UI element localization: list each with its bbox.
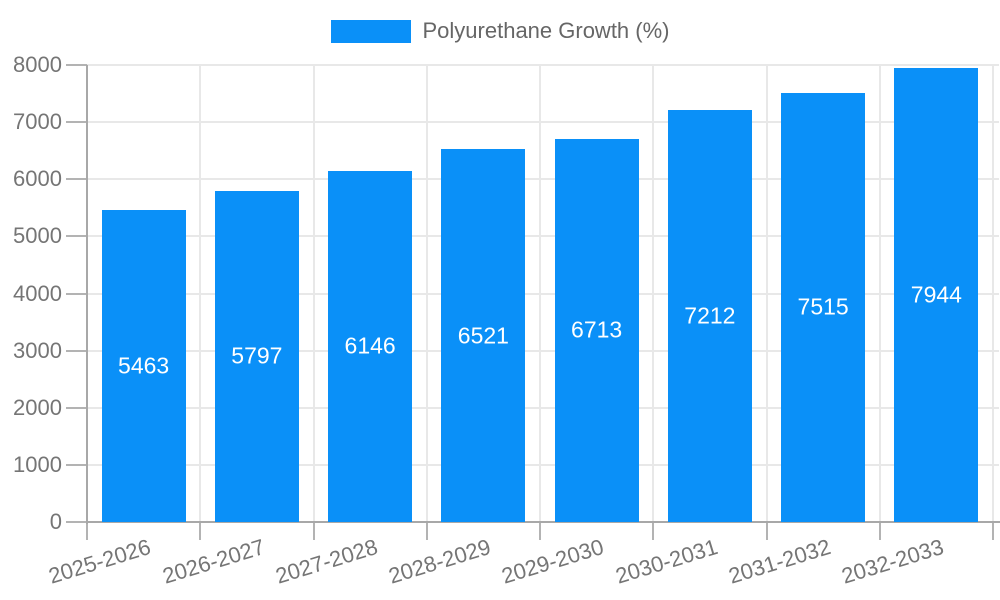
y-axis-tick — [66, 64, 87, 66]
y-axis-tick — [66, 235, 87, 238]
bar-2030-2031 — [667, 110, 752, 522]
y-axis-tick — [66, 121, 87, 124]
x-axis-tick — [539, 522, 541, 540]
x-axis-tick — [765, 522, 768, 540]
bar-2025-2026 — [101, 209, 186, 522]
x-tick-label: 2031-2032 — [725, 534, 834, 589]
y-axis-tick — [66, 349, 87, 352]
y-axis-tick — [66, 178, 87, 181]
y-tick-label: 7000 — [13, 109, 62, 135]
y-tick-label: 6000 — [13, 166, 62, 192]
y-gridline — [87, 463, 999, 466]
x-tick-label: 2029-2030 — [499, 534, 607, 589]
y-tick-label: 2000 — [13, 394, 62, 420]
x-tick-label: 2028-2029 — [385, 534, 494, 589]
bar-2026-2027 — [214, 190, 299, 522]
bar-2031-2032 — [781, 92, 866, 522]
y-gridline — [87, 178, 999, 181]
x-gridline — [199, 65, 202, 522]
bar-value-label: 5797 — [231, 342, 283, 369]
y-tick-label: 3000 — [13, 337, 62, 363]
x-tick-label: 2030-2031 — [612, 534, 721, 589]
x-axis-tick — [878, 522, 881, 540]
y-gridline — [87, 235, 999, 238]
x-tick-label: 2027-2028 — [272, 534, 381, 589]
x-gridline — [539, 65, 541, 522]
bar-2027-2028 — [328, 170, 413, 522]
y-axis-tick — [66, 521, 87, 523]
x-axis-line — [86, 521, 1000, 523]
bar-2032-2033 — [894, 68, 979, 522]
bar-value-label: 6713 — [571, 316, 623, 343]
x-axis-tick — [425, 522, 428, 540]
y-tick-label: 1000 — [13, 451, 62, 477]
y-axis-tick — [66, 406, 87, 409]
chart-legend: Polyurethane Growth (%) — [0, 18, 1000, 44]
x-axis-tick — [312, 522, 315, 540]
y-tick-label: 0 — [49, 509, 62, 534]
x-gridline — [992, 65, 994, 522]
y-gridline — [87, 121, 999, 124]
legend-item-polyurethane-growth[interactable]: Polyurethane Growth (%) — [330, 18, 670, 44]
x-gridline — [312, 65, 315, 522]
legend-swatch — [330, 19, 411, 43]
bar-2028-2029 — [441, 149, 526, 522]
y-gridline — [87, 292, 999, 295]
bar-2029-2030 — [554, 138, 639, 522]
bar-value-label: 5463 — [118, 352, 170, 379]
y-gridline — [87, 406, 999, 409]
x-axis-tick — [652, 522, 655, 540]
y-tick-label: 5000 — [13, 223, 62, 249]
x-gridline — [425, 65, 428, 522]
bar-value-label: 7515 — [797, 293, 849, 320]
y-axis-tick — [66, 292, 87, 295]
bar-value-label: 6146 — [344, 332, 396, 359]
y-axis-tick — [66, 463, 87, 466]
x-tick-label: 2032-2033 — [838, 534, 947, 589]
x-gridline — [765, 65, 768, 522]
x-gridline — [878, 65, 881, 522]
x-axis-tick — [992, 522, 994, 540]
x-gridline — [652, 65, 655, 522]
x-tick-label: 2025-2026 — [46, 534, 154, 589]
y-gridline — [87, 64, 999, 66]
x-axis-tick — [199, 522, 202, 540]
x-axis-tick — [86, 522, 88, 540]
y-tick-label: 8000 — [13, 52, 62, 77]
bar-value-label: 7944 — [910, 281, 962, 308]
y-gridline — [87, 349, 999, 352]
x-tick-label: 2026-2027 — [159, 534, 268, 589]
bar-value-label: 6521 — [457, 322, 509, 349]
y-tick-label: 4000 — [13, 280, 62, 306]
y-axis-line — [86, 65, 88, 524]
bar-value-label: 7212 — [684, 302, 736, 329]
legend-label: Polyurethane Growth (%) — [422, 18, 670, 43]
